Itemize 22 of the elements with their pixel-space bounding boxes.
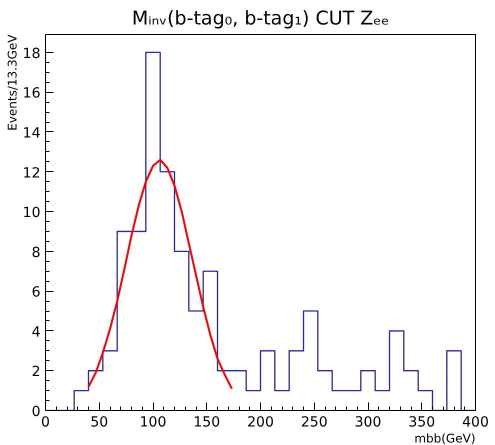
chart-title: Mᵢₙᵥ(b-tag₀, b-tag₁) CUT Zₑₑ (132, 8, 390, 30)
y-tick-label: 2 (32, 364, 41, 380)
y-tick-label: 0 (32, 404, 41, 420)
y-tick-label: 10 (22, 205, 41, 222)
y-tick-label: 12 (22, 165, 41, 182)
x-tick-label: 50 (90, 414, 108, 430)
y-tick-label: 6 (32, 284, 41, 301)
y-tick-label: 8 (32, 244, 41, 261)
x-tick-label: 100 (140, 414, 166, 430)
x-tick-label: 250 (300, 414, 328, 430)
x-tick-label: 150 (193, 414, 220, 430)
x-tick-label: 400 (462, 414, 489, 430)
x-axis-title: mbb(GeV) (414, 432, 476, 445)
line-series (88, 158, 233, 390)
y-tick-label: 18 (22, 46, 41, 62)
y-tick-label: 4 (32, 324, 41, 340)
y-tick-label: 16 (22, 86, 41, 102)
y-axis-title: Events/13.3GeV (6, 34, 20, 131)
x-tick-label: 300 (354, 414, 382, 430)
x-tick-label: 350 (408, 414, 436, 430)
y-tick-label: 14 (22, 125, 41, 142)
x-tick-label: 200 (247, 414, 274, 430)
